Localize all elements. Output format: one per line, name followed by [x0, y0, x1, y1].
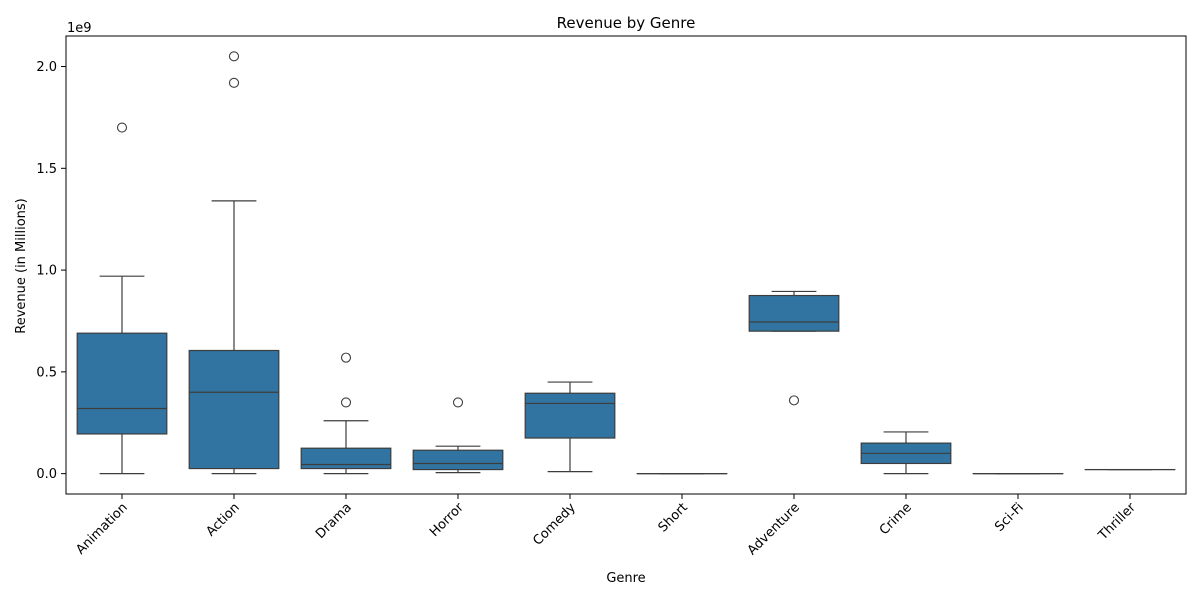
- box-iqr: [524, 392, 616, 439]
- y-tick-label: 0.0: [36, 467, 57, 482]
- y-tick-label: 2.0: [36, 60, 57, 75]
- y-tick-label: 0.5: [36, 365, 57, 380]
- x-tick-label: Adventure: [745, 500, 803, 558]
- chart-title: Revenue by Genre: [557, 14, 696, 32]
- x-tick-label: Sci-Fi: [992, 500, 1027, 535]
- x-tick-label: Short: [656, 500, 691, 535]
- x-tick-label: Comedy: [530, 500, 579, 549]
- y-axis-title: Revenue (in Millions): [14, 198, 29, 334]
- x-tick-label: Animation: [73, 500, 130, 557]
- outlier-point: [228, 51, 240, 62]
- outlier-point: [452, 397, 464, 408]
- box-iqr: [748, 294, 840, 332]
- outlier-point: [340, 397, 352, 408]
- box-iqr: [76, 332, 168, 435]
- x-tick-label: Action: [203, 500, 242, 539]
- outlier-point: [116, 122, 128, 133]
- box-iqr: [412, 449, 504, 471]
- x-tick-label: Drama: [313, 500, 355, 542]
- outlier-point: [228, 77, 240, 88]
- x-tick-label: Thriller: [1095, 500, 1139, 544]
- y-offset-label: 1e9: [67, 21, 92, 36]
- plot-area: 0.0 0.5 1.0 1.5 2.0 Animation Action Drama Horro…: [36, 51, 1176, 558]
- outlier-point: [340, 352, 352, 363]
- box-iqr: [300, 447, 392, 470]
- box-iqr: [188, 349, 280, 470]
- y-tick-label: 1.0: [36, 264, 57, 279]
- plot-frame: [65, 35, 1187, 495]
- outlier-point: [788, 395, 800, 406]
- y-tick-label: 1.5: [36, 162, 57, 177]
- x-tick-label: Crime: [877, 500, 915, 538]
- x-axis-title: Genre: [606, 571, 645, 586]
- x-tick-label: Horror: [427, 500, 467, 540]
